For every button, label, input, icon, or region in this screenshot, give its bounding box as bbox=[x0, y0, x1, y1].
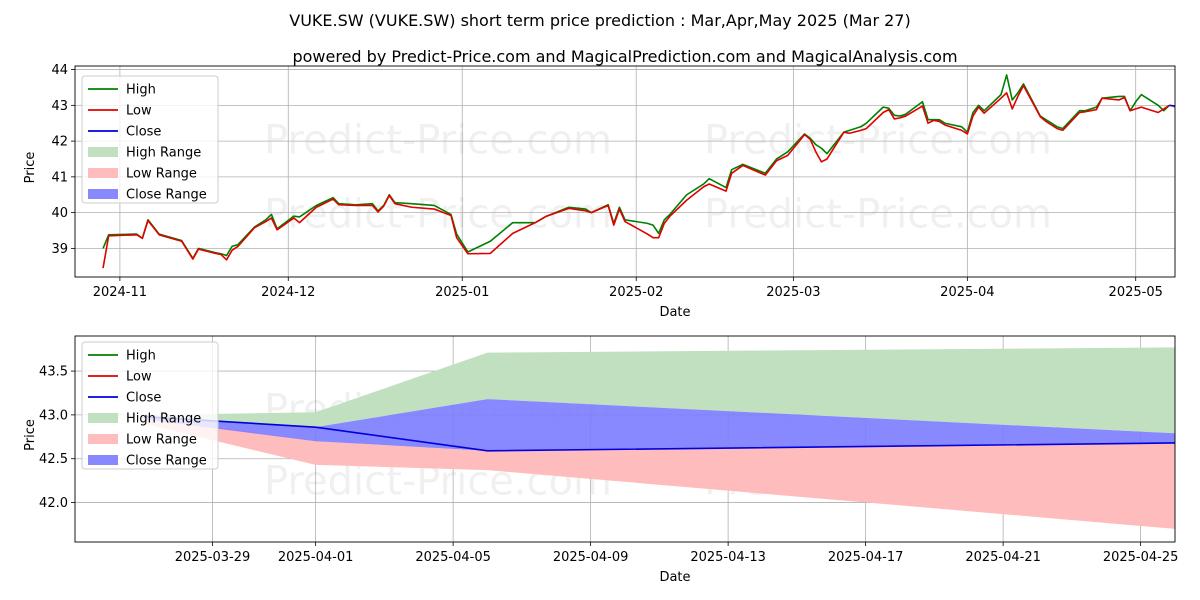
chart-title: VUKE.SW (VUKE.SW) short term price predi… bbox=[289, 11, 910, 30]
legend-label: High Range bbox=[126, 146, 201, 161]
legend-label: Close Range bbox=[126, 188, 207, 203]
legend-label: Low bbox=[126, 104, 152, 119]
legend-label: Close Range bbox=[126, 454, 207, 469]
legend-label: High Range bbox=[126, 412, 201, 427]
y-tick-label: 39 bbox=[51, 242, 68, 257]
legend-label: Low Range bbox=[126, 167, 197, 182]
watermark-text: Predict-Price.com bbox=[264, 191, 612, 237]
legend-label: Close bbox=[126, 125, 161, 140]
legend-label: Low bbox=[126, 370, 152, 385]
y-tick-label: 43.5 bbox=[39, 365, 68, 380]
y-tick-label: 43.0 bbox=[39, 408, 68, 423]
x-tick-label: 2024-12 bbox=[261, 285, 315, 300]
range-band-high-range bbox=[143, 347, 1175, 434]
y-axis-label: Price bbox=[23, 419, 38, 451]
x-tick-label: 2025-04 bbox=[940, 285, 994, 300]
x-tick-label: 2025-03 bbox=[766, 285, 820, 300]
legend-swatch bbox=[88, 413, 118, 423]
y-tick-label: 42.0 bbox=[39, 496, 68, 511]
legend-label: High bbox=[126, 349, 156, 364]
y-axis-label: Price bbox=[23, 152, 38, 184]
series-line-close bbox=[143, 415, 1175, 452]
y-tick-label: 44 bbox=[51, 63, 68, 78]
x-tick-label: 2025-04-01 bbox=[278, 550, 354, 565]
chart-subtitle: powered by Predict-Price.com and Magical… bbox=[292, 47, 957, 66]
x-tick-label: 2025-04-05 bbox=[415, 550, 491, 565]
y-tick-label: 40 bbox=[51, 206, 68, 221]
watermark-text: Predict-Price.com bbox=[704, 191, 1052, 237]
top-panel: Predict-Price.com Predict-Price.com Predic… bbox=[23, 63, 1176, 320]
series-line-low bbox=[102, 84, 1170, 269]
y-tick-label: 41 bbox=[51, 170, 68, 185]
x-tick-label: 2025-04-17 bbox=[828, 550, 904, 565]
legend-swatch bbox=[88, 147, 118, 157]
y-tick-label: 42.5 bbox=[39, 452, 68, 467]
axes-frame bbox=[74, 65, 1176, 278]
plot-area bbox=[102, 74, 1175, 269]
legend-swatch bbox=[88, 434, 118, 444]
x-tick-label: 2025-04-21 bbox=[965, 550, 1041, 565]
legend-label: High bbox=[126, 83, 156, 98]
plot-area bbox=[143, 347, 1175, 529]
x-axis-label: Date bbox=[659, 305, 690, 320]
x-tick-label: 2024-11 bbox=[93, 285, 147, 300]
x-tick-label: 2025-04-09 bbox=[553, 550, 629, 565]
x-tick-label: 2025-05 bbox=[1109, 285, 1163, 300]
legend: High Low Close High Range Low Range Close Ran… bbox=[81, 75, 219, 204]
range-band-close-range bbox=[1169, 105, 1175, 108]
x-tick-label: 2025-02 bbox=[609, 285, 663, 300]
legend-swatch bbox=[88, 168, 118, 178]
legend: High Low Close High Range Low Range Close Ran… bbox=[81, 341, 219, 470]
y-tick-label: 43 bbox=[51, 99, 68, 114]
range-band-close-range bbox=[143, 399, 1175, 451]
range-band-low-range bbox=[143, 416, 1175, 529]
x-tick-label: 2025-04-25 bbox=[1103, 550, 1179, 565]
x-tick-label: 2025-01 bbox=[435, 285, 489, 300]
legend-swatch bbox=[88, 455, 118, 465]
y-tick-label: 42 bbox=[51, 135, 68, 150]
legend-label: Low Range bbox=[126, 433, 197, 448]
watermark-text: Predict-Price.com bbox=[704, 117, 1052, 163]
bottom-panel: Predict-Price.comPredict-Price.comPredic… bbox=[23, 335, 1179, 585]
legend-label: Close bbox=[126, 391, 161, 406]
watermark-text: Predict-Price.com bbox=[264, 117, 612, 163]
x-tick-label: 2025-03-29 bbox=[175, 550, 251, 565]
range-band-low-range bbox=[1169, 105, 1175, 109]
x-axis-label: Date bbox=[659, 570, 690, 585]
x-tick-label: 2025-04-13 bbox=[690, 550, 766, 565]
legend-swatch bbox=[88, 189, 118, 199]
axes-frame bbox=[74, 335, 1176, 543]
